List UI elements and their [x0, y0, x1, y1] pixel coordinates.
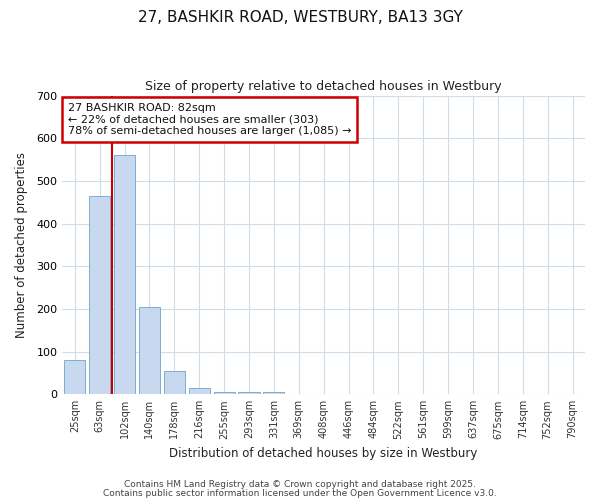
Bar	[164, 371, 185, 394]
Bar	[139, 307, 160, 394]
Bar	[238, 392, 260, 394]
Bar	[263, 392, 284, 394]
Title: Size of property relative to detached houses in Westbury: Size of property relative to detached ho…	[145, 80, 502, 93]
Bar	[64, 360, 85, 394]
Bar	[89, 196, 110, 394]
Bar	[114, 156, 135, 394]
Text: Contains public sector information licensed under the Open Government Licence v3: Contains public sector information licen…	[103, 488, 497, 498]
Bar	[214, 392, 235, 394]
Text: Contains HM Land Registry data © Crown copyright and database right 2025.: Contains HM Land Registry data © Crown c…	[124, 480, 476, 489]
Y-axis label: Number of detached properties: Number of detached properties	[15, 152, 28, 338]
Text: 27, BASHKIR ROAD, WESTBURY, BA13 3GY: 27, BASHKIR ROAD, WESTBURY, BA13 3GY	[137, 10, 463, 25]
Text: 27 BASHKIR ROAD: 82sqm
← 22% of detached houses are smaller (303)
78% of semi-de: 27 BASHKIR ROAD: 82sqm ← 22% of detached…	[68, 103, 351, 136]
Bar	[188, 388, 210, 394]
X-axis label: Distribution of detached houses by size in Westbury: Distribution of detached houses by size …	[169, 447, 478, 460]
